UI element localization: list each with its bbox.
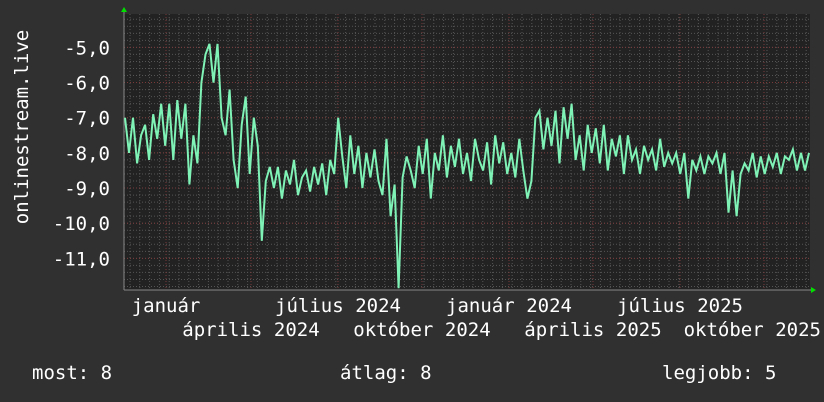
x-tick-month-label: július	[275, 295, 344, 317]
x-tick-month-label: április	[524, 319, 604, 341]
legend-best: legjobb: 5	[662, 362, 777, 384]
y-tick-label: -5,0	[64, 37, 110, 59]
x-tick-year-label: 2024	[355, 295, 401, 317]
x-tick-year-label: 2025	[697, 295, 743, 317]
x-tick-month-label: július	[617, 295, 686, 317]
y-tick-label: -8,0	[64, 143, 110, 165]
data-series-line	[124, 43, 810, 289]
x-tick-year-label: 2024	[274, 319, 320, 341]
x-tick-month-label: április	[182, 319, 262, 341]
plot-area	[124, 14, 810, 290]
x-tick-year-label: 2025	[616, 319, 662, 341]
x-tick-month-label: október	[684, 319, 764, 341]
x-tick-month-label: október	[353, 319, 433, 341]
y-tick-label: -6,0	[64, 73, 110, 95]
x-tick-year-label: 2024	[445, 319, 491, 341]
x-tick-month-label: január	[132, 295, 201, 317]
x-tick-year-label: 2025	[775, 319, 821, 341]
y-tick-label: -10,0	[53, 213, 110, 235]
y-tick-label: -7,0	[64, 108, 110, 130]
y-axis-arrow-icon	[121, 7, 127, 12]
y-tick-label: -9,0	[64, 178, 110, 200]
y-axis-label: onlinestream.live	[11, 29, 33, 225]
legend-current: most: 8	[32, 362, 113, 384]
x-tick-year-label: 2024	[526, 295, 572, 317]
legend-average: átlag: 8	[340, 362, 432, 384]
x-tick-month-label: január	[446, 295, 515, 317]
y-tick-label: -11,0	[53, 248, 110, 270]
x-axis-arrow-icon	[811, 287, 816, 293]
